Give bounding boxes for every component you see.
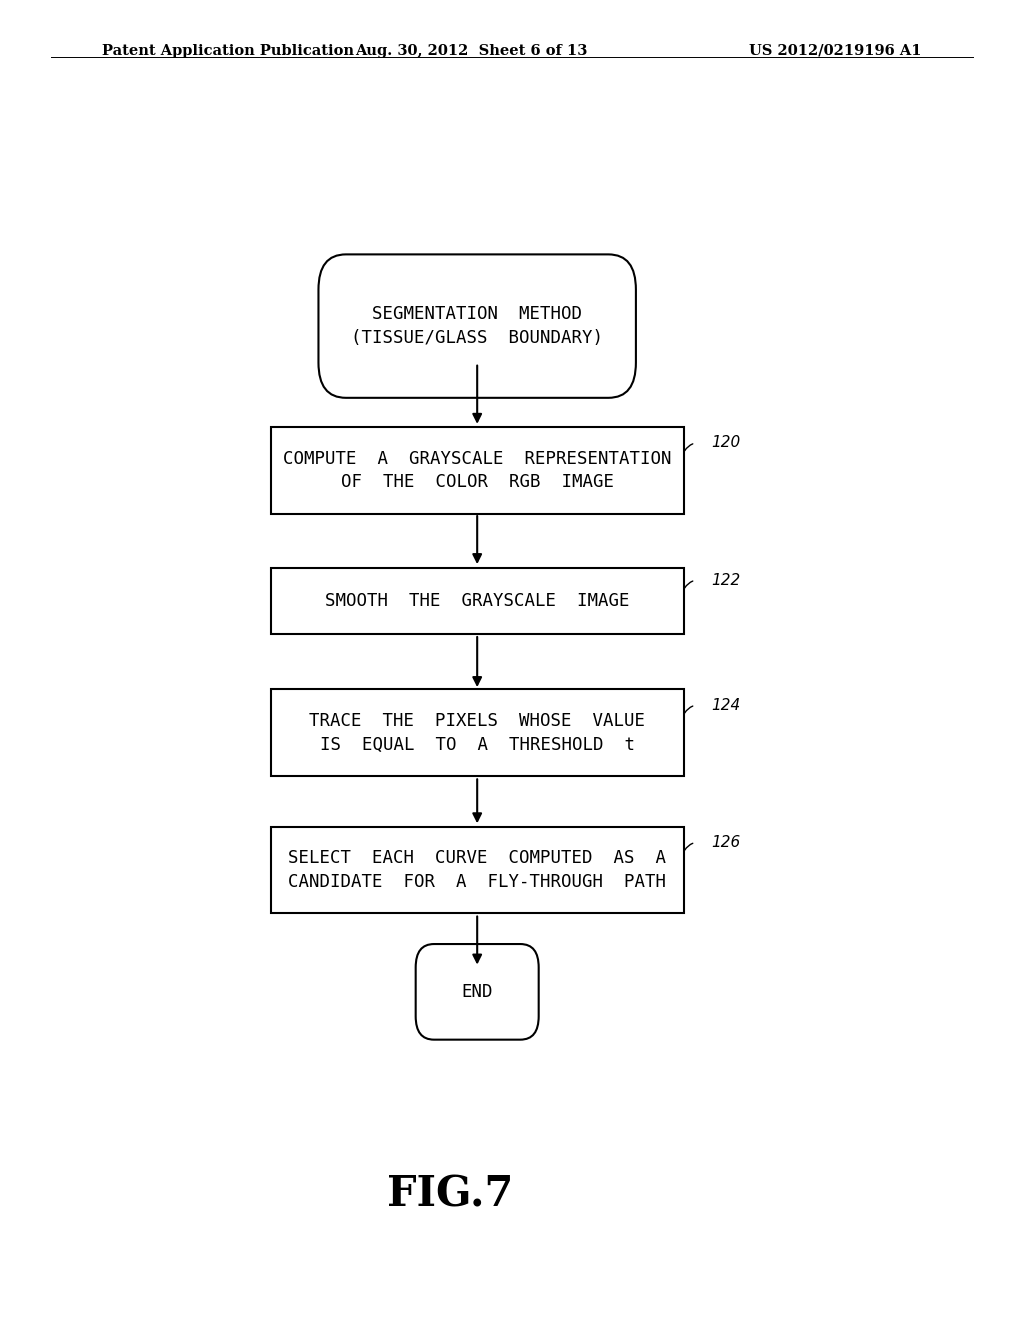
Text: Patent Application Publication: Patent Application Publication — [102, 44, 354, 58]
Text: Aug. 30, 2012  Sheet 6 of 13: Aug. 30, 2012 Sheet 6 of 13 — [355, 44, 587, 58]
Bar — [270, 428, 684, 513]
Text: 124: 124 — [712, 698, 740, 713]
Text: SMOOTH  THE  GRAYSCALE  IMAGE: SMOOTH THE GRAYSCALE IMAGE — [325, 591, 630, 610]
Text: 120: 120 — [712, 436, 740, 450]
Text: SEGMENTATION  METHOD
(TISSUE/GLASS  BOUNDARY): SEGMENTATION METHOD (TISSUE/GLASS BOUNDA… — [351, 305, 603, 347]
Text: SELECT  EACH  CURVE  COMPUTED  AS  A
CANDIDATE  FOR  A  FLY-THROUGH  PATH: SELECT EACH CURVE COMPUTED AS A CANDIDAT… — [288, 849, 667, 891]
Text: TRACE  THE  PIXELS  WHOSE  VALUE
IS  EQUAL  TO  A  THRESHOLD  t: TRACE THE PIXELS WHOSE VALUE IS EQUAL TO… — [309, 711, 645, 754]
Text: COMPUTE  A  GRAYSCALE  REPRESENTATION
OF  THE  COLOR  RGB  IMAGE: COMPUTE A GRAYSCALE REPRESENTATION OF TH… — [283, 450, 672, 491]
Text: FIG.7: FIG.7 — [387, 1173, 514, 1216]
FancyBboxPatch shape — [416, 944, 539, 1040]
Bar — [270, 689, 684, 776]
FancyBboxPatch shape — [318, 255, 636, 397]
Bar — [270, 568, 684, 634]
Text: END: END — [462, 983, 493, 1001]
Text: 126: 126 — [712, 836, 740, 850]
Bar — [270, 826, 684, 913]
Text: 122: 122 — [712, 573, 740, 587]
Text: US 2012/0219196 A1: US 2012/0219196 A1 — [750, 44, 922, 58]
